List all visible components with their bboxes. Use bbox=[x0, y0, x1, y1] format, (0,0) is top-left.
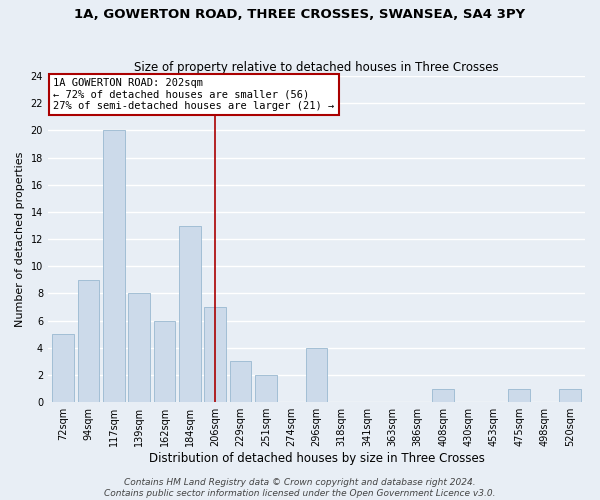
Title: Size of property relative to detached houses in Three Crosses: Size of property relative to detached ho… bbox=[134, 60, 499, 74]
Bar bbox=[77, 280, 99, 402]
X-axis label: Distribution of detached houses by size in Three Crosses: Distribution of detached houses by size … bbox=[149, 452, 484, 465]
Text: Contains HM Land Registry data © Crown copyright and database right 2024.
Contai: Contains HM Land Registry data © Crown c… bbox=[104, 478, 496, 498]
Bar bbox=[559, 388, 581, 402]
Bar bbox=[154, 320, 175, 402]
Bar bbox=[103, 130, 125, 402]
Bar bbox=[508, 388, 530, 402]
Bar bbox=[52, 334, 74, 402]
Bar bbox=[128, 294, 150, 402]
Text: 1A GOWERTON ROAD: 202sqm
← 72% of detached houses are smaller (56)
27% of semi-d: 1A GOWERTON ROAD: 202sqm ← 72% of detach… bbox=[53, 78, 335, 111]
Bar bbox=[255, 375, 277, 402]
Bar bbox=[179, 226, 200, 402]
Y-axis label: Number of detached properties: Number of detached properties bbox=[15, 152, 25, 327]
Bar bbox=[205, 307, 226, 402]
Bar bbox=[305, 348, 327, 402]
Bar bbox=[433, 388, 454, 402]
Bar bbox=[230, 362, 251, 402]
Text: 1A, GOWERTON ROAD, THREE CROSSES, SWANSEA, SA4 3PY: 1A, GOWERTON ROAD, THREE CROSSES, SWANSE… bbox=[74, 8, 526, 20]
